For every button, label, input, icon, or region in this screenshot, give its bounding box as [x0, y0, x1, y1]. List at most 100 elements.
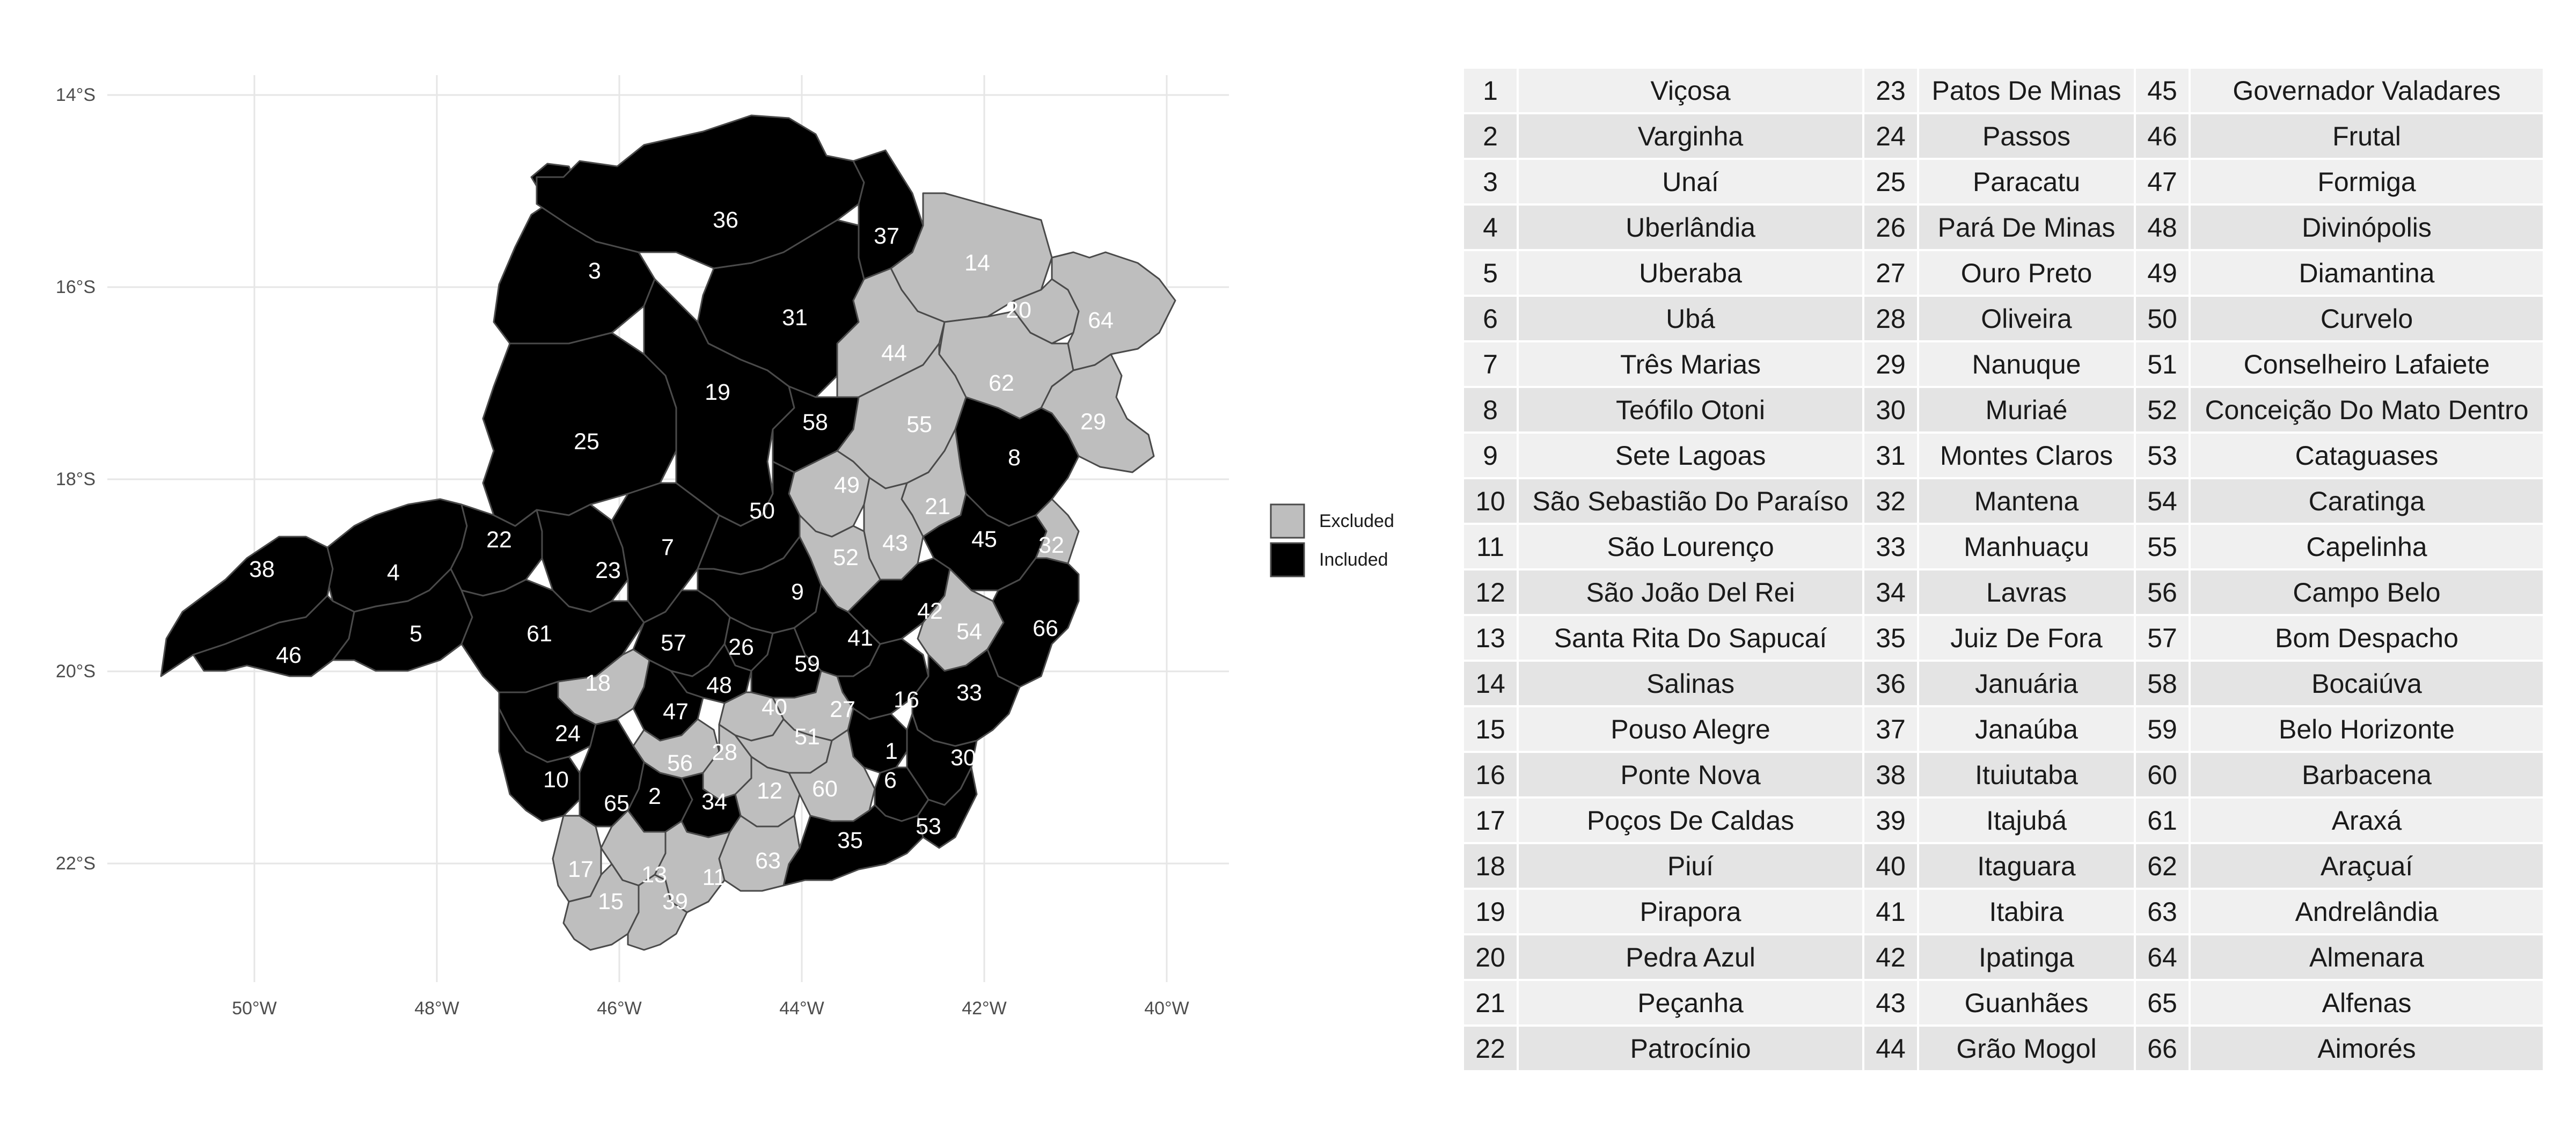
region-number-cell: 41: [1864, 890, 1917, 933]
region-name-cell: Ubá: [1519, 297, 1862, 340]
region-label-60: 60: [812, 776, 838, 802]
table-row: 7 Três Marias 29 Nanuque 51 Conselheiro Lafai…: [1464, 342, 2543, 386]
region-name-cell: Pará De Minas: [1919, 206, 2134, 249]
region-number-cell: 46: [2136, 114, 2189, 158]
region-number-cell: 12: [1464, 570, 1517, 614]
region-label-22: 22: [486, 527, 512, 553]
region-number-cell: 5: [1464, 251, 1517, 295]
region-number-cell: 4: [1464, 206, 1517, 249]
region-number-cell: 49: [2136, 251, 2189, 295]
region-61-included: [460, 579, 645, 693]
table-row: 3 Unaí 25 Paracatu 47 Formiga: [1464, 160, 2543, 203]
region-label-53: 53: [916, 814, 941, 839]
region-number-cell: 40: [1864, 844, 1917, 888]
region-label-61: 61: [526, 621, 552, 647]
region-label-2: 2: [648, 784, 661, 809]
region-number-cell: 38: [1864, 753, 1917, 796]
region-name-cell: Juiz De Fora: [1919, 616, 2134, 660]
region-label-1: 1: [885, 738, 898, 764]
region-57-included: [632, 589, 731, 677]
region-name-cell: Piuí: [1519, 844, 1862, 888]
region-name-cell: Oliveira: [1919, 297, 2134, 340]
region-number-cell: 22: [1464, 1027, 1517, 1070]
region-64-excluded: [1051, 251, 1176, 371]
region-number-cell: 6: [1464, 297, 1517, 340]
x-axis-label-42w: 42°W: [962, 998, 1007, 1019]
region-label-20: 20: [1006, 297, 1031, 323]
region-name-cell: Viçosa: [1519, 69, 1862, 112]
region-label-15: 15: [598, 889, 624, 914]
region-name-cell: Ponte Nova: [1519, 753, 1862, 796]
region-name-cell: Caratinga: [2191, 479, 2543, 523]
region-label-32: 32: [1038, 532, 1064, 558]
region-label-57: 57: [661, 630, 686, 656]
region-name-cell: Varginha: [1519, 114, 1862, 158]
region-52-excluded: [799, 514, 881, 613]
region-name-cell: Pouso Alegre: [1519, 707, 1862, 751]
region-label-47: 47: [663, 699, 689, 724]
region-name-cell: Januária: [1919, 662, 2134, 705]
region-number-cell: 29: [1864, 342, 1917, 386]
region-name-cell: Araçuaí: [2191, 844, 2543, 888]
region-label-26: 26: [728, 634, 754, 660]
region-number-cell: 55: [2136, 525, 2189, 568]
region-name-cell: Campo Belo: [2191, 570, 2543, 614]
region-59-included: [750, 627, 822, 699]
region-number-cell: 44: [1864, 1027, 1917, 1070]
region-46-included: [192, 595, 355, 677]
region-name-cell: Nanuque: [1919, 342, 2134, 386]
region-number-cell: 42: [1864, 935, 1917, 979]
region-name-cell: Alfenas: [2191, 981, 2543, 1024]
region-name-cell: Almenara: [2191, 935, 2543, 979]
region-number-cell: 61: [2136, 799, 2189, 842]
region-label-5: 5: [409, 621, 422, 647]
region-name-cell: Grão Mogol: [1919, 1027, 2134, 1070]
region-label-45: 45: [971, 526, 997, 552]
region-66-included: [986, 557, 1080, 688]
region-name-cell: Uberaba: [1519, 251, 1862, 295]
region-number-cell: 58: [2136, 662, 2189, 705]
region-label-23: 23: [595, 558, 621, 583]
table-row: 12 São João Del Rei 34 Lavras 56 Campo Belo: [1464, 570, 2543, 614]
region-label-62: 62: [989, 370, 1014, 396]
region-name-cell: Divinópolis: [2191, 206, 2543, 249]
region-label-31: 31: [782, 305, 808, 331]
region-label-6: 6: [884, 767, 897, 793]
region-name-cell: Pirapora: [1519, 890, 1862, 933]
region-name-cell: Janaúba: [1919, 707, 2134, 751]
region-number-cell: 62: [2136, 844, 2189, 888]
region-label-24: 24: [555, 721, 581, 747]
region-name-cell: Itajubá: [1919, 799, 2134, 842]
region-label-58: 58: [802, 409, 828, 435]
region-number-cell: 51: [2136, 342, 2189, 386]
region-name-cell: Bocaiúva: [2191, 662, 2543, 705]
region-number-cell: 59: [2136, 707, 2189, 751]
region-label-63: 63: [755, 848, 781, 874]
table-row: 11 São Lourenço 33 Manhuaçu 55 Capelinha: [1464, 525, 2543, 568]
y-axis-label-18s: 18°S: [56, 469, 96, 489]
region-number-cell: 33: [1864, 525, 1917, 568]
table-row: 8 Teófilo Otoni 30 Muriaé 52 Conceição Do Mat…: [1464, 388, 2543, 431]
x-axis-label-44w: 44°W: [779, 998, 824, 1019]
region-label-48: 48: [706, 672, 732, 698]
region-key-table-container: 1 Viçosa 23 Patos De Minas 45 Governador Vala…: [1462, 67, 2544, 1072]
region-number-cell: 39: [1864, 799, 1917, 842]
region-label-56: 56: [667, 750, 693, 776]
table-row: 1 Viçosa 23 Patos De Minas 45 Governador Vala…: [1464, 69, 2543, 112]
region-name-cell: Ouro Preto: [1919, 251, 2134, 295]
region-label-18: 18: [585, 670, 611, 696]
region-name-cell: Passos: [1919, 114, 2134, 158]
region-62-excluded: [938, 310, 1074, 420]
table-row: 21 Peçanha 43 Guanhães 65 Alfenas: [1464, 981, 2543, 1024]
region-name-cell: Andrelândia: [2191, 890, 2543, 933]
region-label-36: 36: [713, 207, 738, 233]
region-label-38: 38: [249, 557, 275, 582]
x-axis-label-48w: 48°W: [414, 998, 459, 1019]
region-number-cell: 63: [2136, 890, 2189, 933]
region-name-cell: Governador Valadares: [2191, 69, 2543, 112]
region-number-cell: 31: [1864, 434, 1917, 477]
region-label-27: 27: [830, 697, 855, 722]
region-number-cell: 64: [2136, 935, 2189, 979]
region-number-cell: 60: [2136, 753, 2189, 796]
region-name-cell: Conselheiro Lafaiete: [2191, 342, 2543, 386]
